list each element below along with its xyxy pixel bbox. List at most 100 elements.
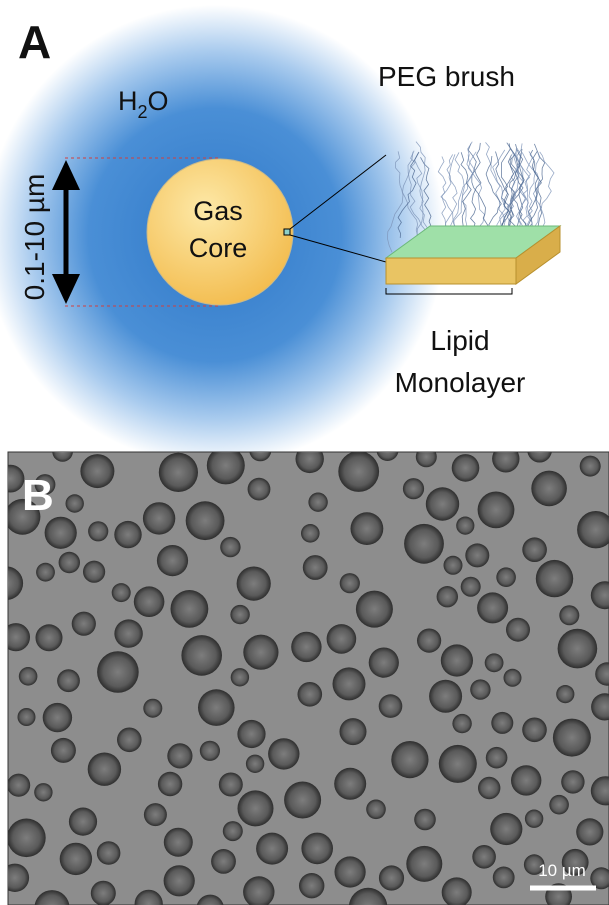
- bubble: [2, 623, 30, 651]
- bubble: [157, 545, 188, 576]
- bubble: [576, 818, 603, 845]
- bubble: [238, 790, 274, 826]
- bubble: [308, 493, 327, 512]
- bubble: [417, 629, 441, 653]
- bubble: [291, 632, 321, 662]
- monolayer-label: Lipid: [430, 325, 489, 356]
- bubble: [549, 795, 569, 815]
- bubble: [470, 679, 490, 699]
- water-sub: 2: [138, 102, 148, 122]
- bubble: [379, 694, 403, 718]
- bubble: [437, 586, 458, 607]
- bubble: [143, 699, 162, 718]
- bubble: [340, 573, 360, 593]
- bubble: [91, 881, 116, 905]
- bubble: [36, 624, 63, 651]
- bubble: [511, 765, 541, 795]
- bubble: [237, 720, 265, 748]
- bubble: [256, 833, 288, 865]
- bubble: [7, 819, 46, 858]
- bubble: [485, 653, 504, 672]
- bubble: [97, 841, 121, 865]
- bubble: [356, 591, 393, 628]
- bubble: [556, 685, 574, 703]
- bubble: [335, 856, 366, 887]
- bubble: [456, 517, 474, 535]
- bubble: [51, 738, 76, 763]
- bubble: [303, 555, 328, 580]
- bubble: [171, 590, 209, 628]
- monolayer-label: Monolayer: [395, 367, 526, 398]
- bubble: [268, 738, 299, 769]
- bubble: [452, 714, 471, 733]
- scale-label: 10 µm: [538, 861, 586, 880]
- bubble: [164, 828, 193, 857]
- core-label: Gas: [193, 196, 243, 226]
- bubble: [477, 592, 508, 623]
- bubble: [7, 774, 30, 797]
- bubble: [478, 492, 515, 529]
- bubble: [181, 635, 222, 676]
- bubble: [441, 644, 473, 676]
- bubble: [19, 667, 38, 686]
- bubble: [211, 849, 236, 874]
- gas-core: [147, 159, 293, 305]
- bubble: [333, 667, 366, 700]
- core-label: Core: [189, 233, 248, 263]
- bubble: [237, 567, 271, 601]
- bubble: [334, 768, 366, 800]
- bubble: [83, 561, 105, 583]
- monolayer-front: [386, 258, 516, 284]
- bubble: [439, 745, 477, 783]
- bubble: [492, 445, 519, 472]
- bubble: [36, 563, 55, 582]
- bubble: [472, 845, 496, 869]
- bubble: [327, 624, 357, 654]
- brush-label: PEG brush: [378, 61, 515, 92]
- bubble: [561, 770, 584, 793]
- bubble: [284, 782, 321, 819]
- bubble: [490, 813, 522, 845]
- bubble: [527, 438, 552, 463]
- bubble: [426, 487, 459, 520]
- bubble: [69, 808, 97, 836]
- bubble: [1, 864, 29, 892]
- bubble: [301, 524, 320, 543]
- water-o: O: [148, 86, 169, 116]
- bubble: [403, 478, 424, 499]
- bubble: [80, 454, 114, 488]
- bubble: [522, 537, 547, 562]
- bubble: [506, 618, 530, 642]
- bubble: [377, 439, 399, 461]
- bubble: [486, 747, 508, 769]
- bubble: [248, 478, 271, 501]
- bubble: [338, 451, 379, 492]
- bubble: [416, 446, 437, 467]
- bubble: [231, 668, 249, 686]
- bubble: [134, 586, 165, 617]
- bubble: [429, 680, 462, 713]
- bubble: [379, 865, 404, 890]
- bubble: [406, 846, 442, 882]
- bubble: [366, 800, 386, 820]
- bubble: [351, 512, 384, 545]
- bubble: [536, 560, 573, 597]
- bubble: [34, 783, 52, 801]
- zoom-box: [284, 229, 290, 235]
- bubble: [114, 619, 142, 647]
- bubble: [465, 543, 489, 567]
- bubble: [207, 446, 245, 484]
- bubble: [504, 669, 522, 687]
- bubble: [219, 773, 243, 797]
- bubble: [493, 867, 515, 889]
- bubble: [301, 833, 333, 865]
- bubble: [186, 501, 225, 540]
- water-h: H: [118, 86, 138, 116]
- bubble: [159, 453, 198, 492]
- bubble: [45, 517, 77, 549]
- bubble: [369, 648, 399, 678]
- bubble: [558, 629, 598, 669]
- bubble: [246, 755, 264, 773]
- bubble: [559, 605, 579, 625]
- bubble: [580, 456, 601, 477]
